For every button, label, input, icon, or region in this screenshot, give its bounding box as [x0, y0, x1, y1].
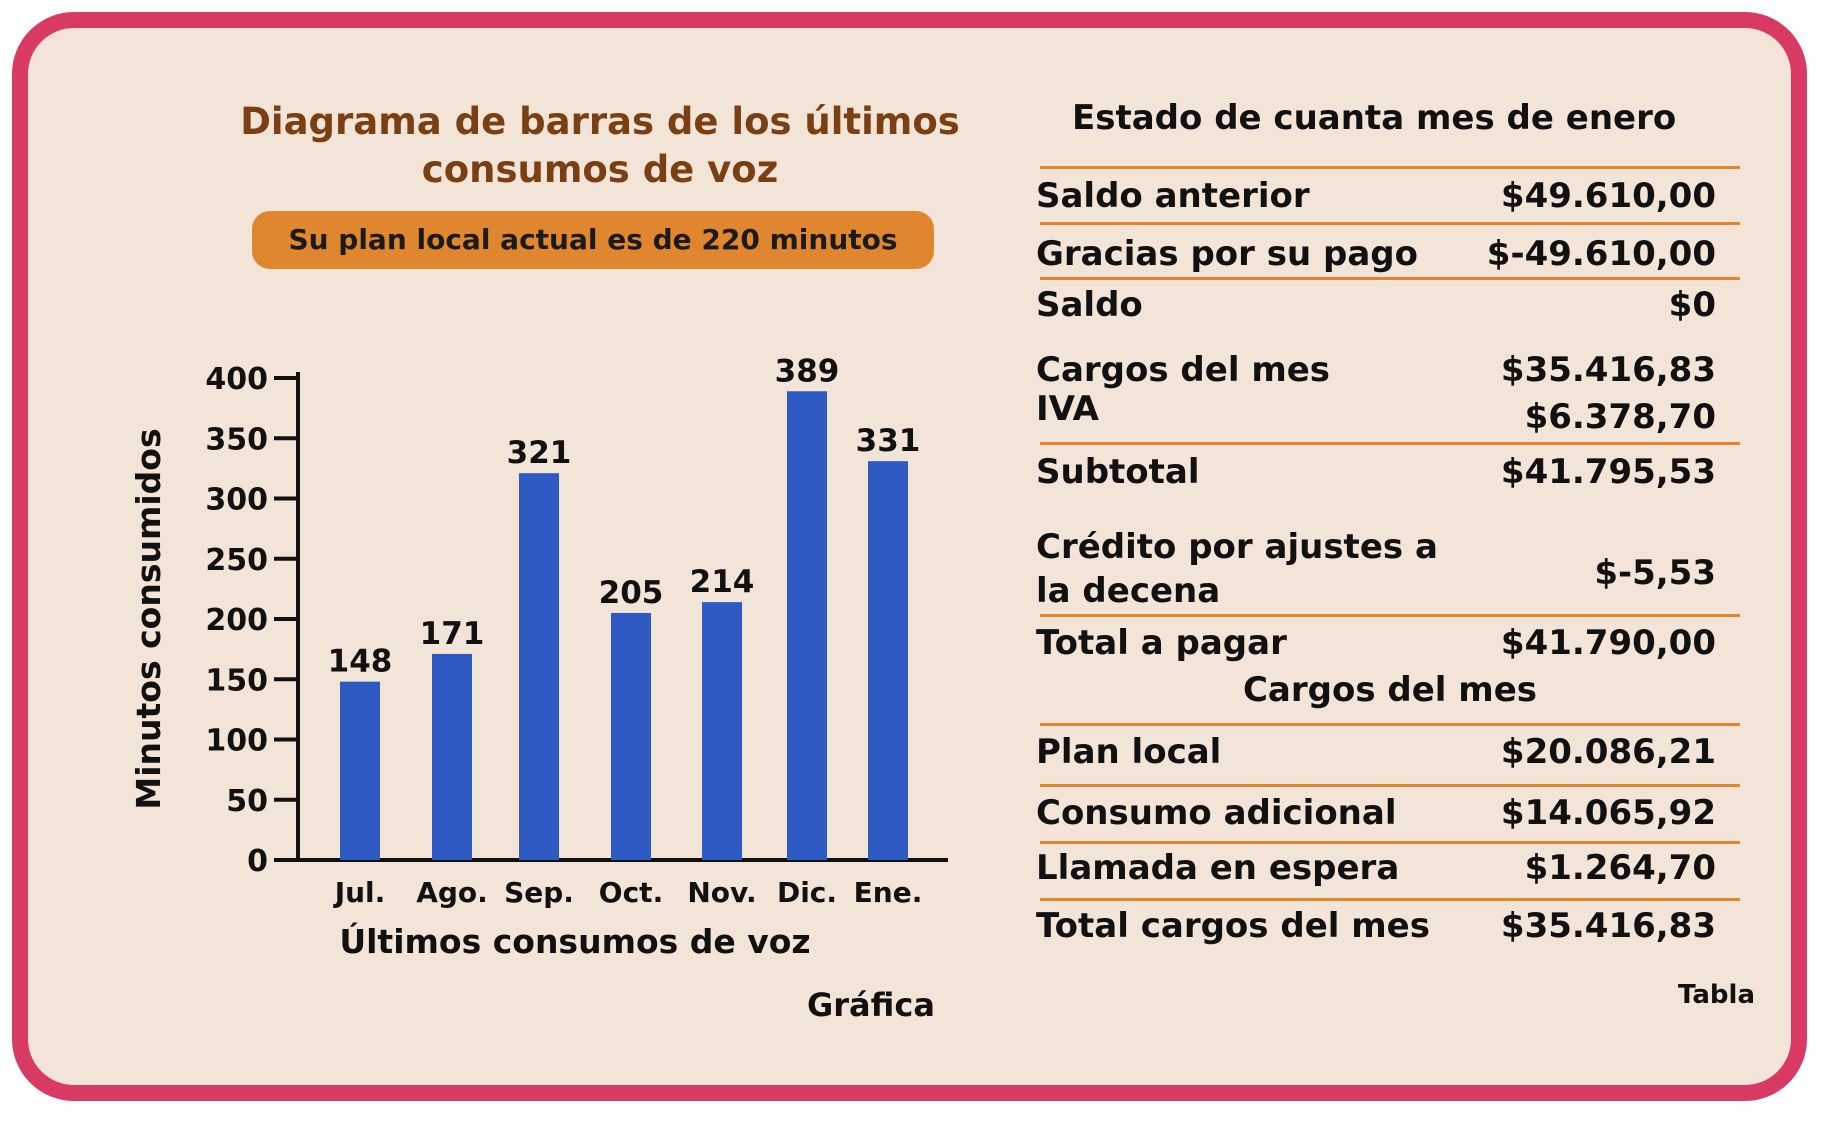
bar-chart: Minutos consumidos 0 50 100 150 200 250 300 350 4…: [129, 353, 948, 909]
row-value: $35.416,83: [1500, 350, 1716, 390]
row-label: IVA: [1036, 389, 1099, 429]
plan-note-badge: Su plan local actual es de 220 minutos: [252, 211, 934, 269]
row-value: $14.065,92: [1500, 793, 1716, 833]
row-value: $1.264,70: [1524, 848, 1716, 888]
divider: [1040, 442, 1740, 445]
divider: [1040, 166, 1740, 169]
bar: [519, 473, 559, 860]
y-axis-title: Minutos consumidos: [129, 428, 168, 809]
row-label: Plan local: [1036, 732, 1222, 772]
bar: [702, 602, 742, 860]
x-tick-label: Oct.: [599, 876, 663, 909]
y-tick-label: 350: [205, 422, 268, 457]
y-tick-label: 150: [205, 663, 268, 698]
row-value: $35.416,83: [1500, 906, 1716, 946]
divider: [1040, 614, 1740, 617]
divider: [1040, 222, 1740, 225]
y-tick-label: 100: [205, 724, 268, 759]
x-tick-label: Ago.: [416, 876, 488, 909]
bar: [432, 653, 472, 860]
x-tick-label: Nov.: [687, 876, 756, 909]
divider: [1040, 784, 1740, 787]
x-tick-label: Dic.: [777, 876, 837, 909]
row-label: Llamada en espera: [1036, 848, 1400, 888]
row-label: Subtotal: [1036, 452, 1200, 492]
card-frame: [12, 12, 1807, 1101]
chart-title: Diagrama de barras de los últimos consum…: [240, 100, 960, 191]
y-tick-label: 400: [205, 362, 268, 397]
bar: [868, 461, 908, 860]
row-value: $6.378,70: [1524, 397, 1716, 437]
row-value: $41.790,00: [1500, 623, 1716, 663]
chart-caption: Gráfica: [807, 986, 935, 1024]
bar-value-label: 321: [507, 435, 572, 471]
x-tick-label: Sep.: [504, 876, 574, 909]
bar-value-label: 205: [599, 575, 664, 611]
x-axis-title: Últimos consumos de voz: [339, 922, 811, 961]
row-label: Cargos del mes: [1036, 350, 1331, 390]
row-value: $41.795,53: [1500, 452, 1716, 492]
row-label: Gracias por su pago: [1036, 234, 1419, 274]
bar-value-label: 331: [856, 423, 921, 459]
bar: [611, 612, 651, 860]
divider: [1040, 898, 1740, 901]
row-label: Crédito por ajustes a: [1036, 527, 1438, 567]
y-tick-label: 200: [205, 603, 268, 638]
row-label: la decena: [1036, 571, 1221, 611]
y-tick-label: 50: [226, 784, 268, 819]
divider: [1040, 277, 1740, 280]
table-caption: Tabla: [1678, 980, 1755, 1010]
row-label: Total a pagar: [1036, 623, 1287, 663]
row-label: Saldo: [1036, 285, 1143, 325]
y-tick-label: 0: [247, 844, 268, 879]
bar-value-label: 148: [328, 644, 393, 680]
statement-title: Estado de cuanta mes de enero: [1072, 98, 1677, 138]
y-tick-label: 250: [205, 543, 268, 578]
statement-row: Crédito por ajustes a la decena $-5,53: [1036, 526, 1716, 614]
divider: [1040, 723, 1740, 726]
row-value: $49.610,00: [1500, 176, 1716, 216]
bar-value-label: 389: [775, 353, 840, 389]
bar-value-label: 214: [690, 564, 755, 600]
row-label: Saldo anterior: [1036, 176, 1310, 216]
divider: [1040, 841, 1740, 844]
x-tick-label: Ene.: [854, 876, 923, 909]
x-tick-label: Jul.: [333, 876, 386, 909]
bar: [787, 391, 827, 860]
row-value: $-49.610,00: [1486, 234, 1716, 274]
row-value: $0: [1668, 285, 1716, 325]
bar-value-label: 171: [420, 616, 485, 652]
bar: [340, 681, 380, 860]
row-value: $20.086,21: [1500, 732, 1716, 772]
charges-subtitle: Cargos del mes: [1242, 670, 1538, 710]
y-tick-label: 300: [205, 483, 268, 518]
row-label: Total cargos del mes: [1036, 906, 1430, 946]
row-label: Consumo adicional: [1036, 793, 1397, 833]
account-statement: Estado de cuanta mes de enero Saldo ante…: [1030, 96, 1755, 1016]
row-value: $-5,53: [1594, 553, 1716, 593]
